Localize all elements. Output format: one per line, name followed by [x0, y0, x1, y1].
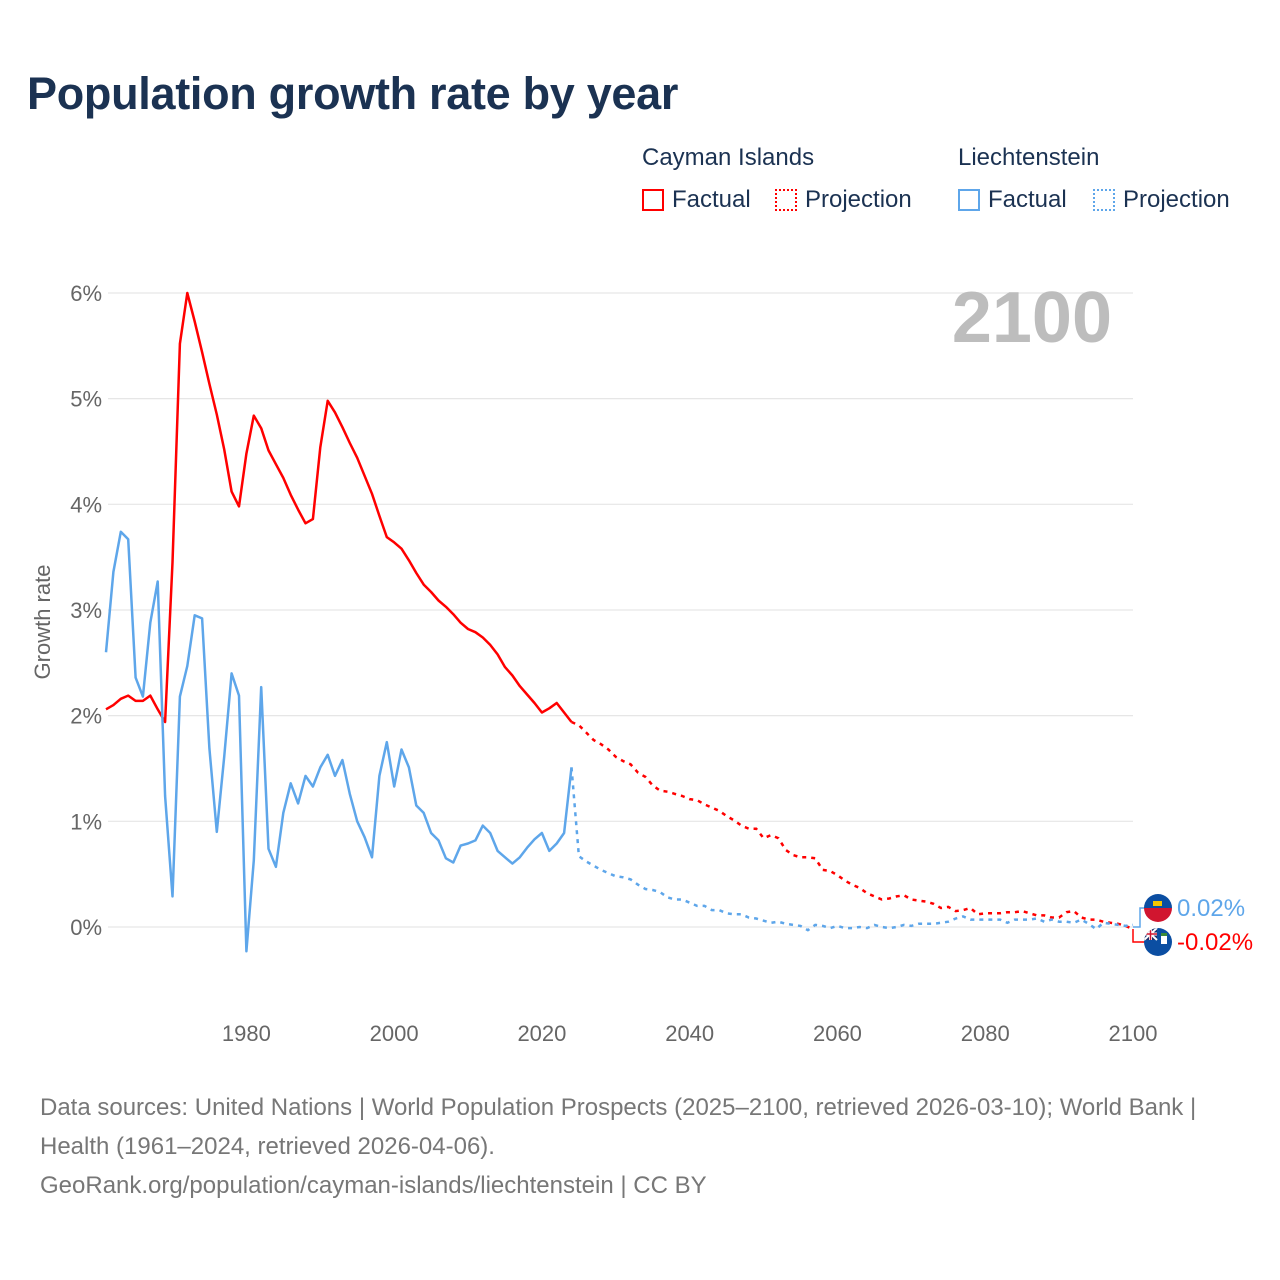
y-tick-label: 2%: [70, 704, 102, 729]
legend-label: Projection: [1123, 186, 1230, 213]
x-tick-label: 1980: [222, 1021, 271, 1046]
legend-item-liechtenstein-projection[interactable]: Projection: [1093, 186, 1230, 214]
data-sources: Data sources: United Nations | World Pop…: [40, 1094, 1197, 1160]
legend-label: Factual: [672, 186, 751, 213]
x-tick-label: 2000: [370, 1021, 419, 1046]
y-tick-label: 4%: [70, 492, 102, 517]
cayman-islands-projection-line: [571, 720, 1134, 931]
liechtenstein-projection-line: [570, 767, 1134, 932]
legend-label: Projection: [805, 186, 912, 213]
solid-line-swatch-icon: [642, 189, 664, 211]
solid-line-swatch-icon: [958, 189, 980, 211]
footer: Data sources: United Nations | World Pop…: [40, 1088, 1240, 1205]
dotted-line-swatch-icon: [1093, 189, 1115, 211]
liechtenstein-end-value: 0.02%: [1177, 895, 1245, 922]
legend-item-cayman-projection[interactable]: Projection: [775, 186, 912, 214]
x-tick-label: 2040: [665, 1021, 714, 1046]
legend-group-title: Liechtenstein: [958, 144, 1100, 171]
y-tick-label: 0%: [70, 915, 102, 940]
x-axis-ticks: 1980 2000 2020 2040 2060 2080 2100: [222, 1021, 1158, 1046]
chart-title: Population growth rate by year: [27, 68, 679, 119]
y-tick-label: 5%: [70, 387, 102, 412]
liechtenstein-flag-icon: [1144, 894, 1172, 922]
legend-group-title: Cayman Islands: [642, 144, 815, 171]
cayman-islands-flag-icon: [1144, 928, 1172, 956]
dotted-line-swatch-icon: [775, 189, 797, 211]
legend-label: Factual: [988, 186, 1067, 213]
y-tick-label: 1%: [70, 809, 102, 834]
x-tick-label: 2060: [813, 1021, 862, 1046]
y-tick-label: 6%: [70, 281, 102, 306]
cayman-connector: [1132, 929, 1146, 943]
y-tick-label: 3%: [70, 598, 102, 623]
end-connectors: [1132, 907, 1146, 943]
attribution: GeoRank.org/population/cayman-islands/li…: [40, 1172, 707, 1199]
x-tick-label: 2100: [1109, 1021, 1158, 1046]
legend-item-liechtenstein-factual[interactable]: Factual: [958, 186, 1067, 214]
cayman-end-value: -0.02%: [1177, 929, 1253, 956]
series-lines: [104, 291, 1134, 953]
liechtenstein-factual-line: [104, 530, 573, 953]
cayman-islands-factual-line: [105, 291, 573, 724]
year-watermark: 2100: [952, 278, 1112, 358]
legend-item-cayman-factual[interactable]: Factual: [642, 186, 751, 214]
x-tick-label: 2080: [961, 1021, 1010, 1046]
liechtenstein-connector: [1133, 907, 1146, 928]
x-tick-label: 2020: [517, 1021, 566, 1046]
gridlines: [108, 292, 1133, 928]
y-axis-ticks: 0% 1% 2% 3% 4% 5% 6%: [70, 281, 102, 940]
y-axis-label: Growth rate: [30, 565, 55, 680]
